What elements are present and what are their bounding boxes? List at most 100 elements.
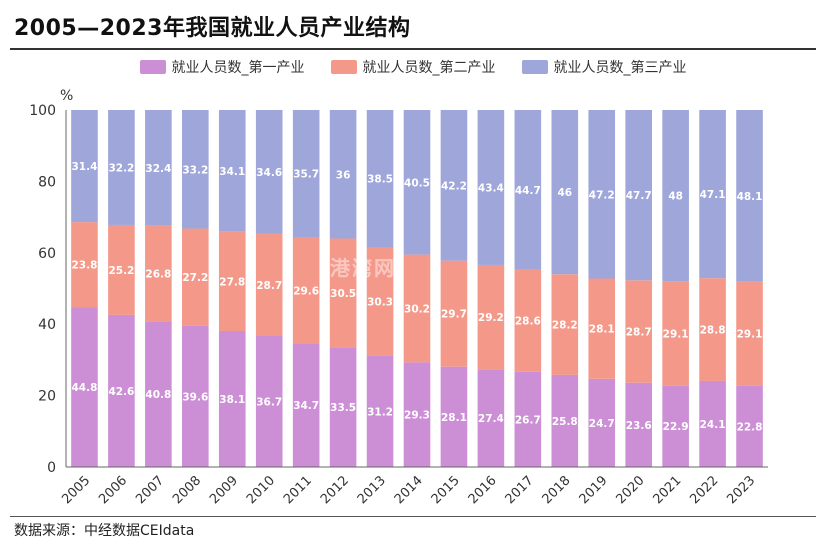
data-label: 30.2 [404,303,430,315]
legend-label-tertiary: 就业人员数_第三产业 [553,60,687,76]
bar-segment [514,110,542,270]
x-tick-label: 2011 [281,473,315,507]
bar-segment [662,281,689,386]
x-tick-label: 2020 [614,473,648,507]
data-label: 34.6 [256,167,282,179]
footer-divider [10,516,816,517]
bar-segment [699,380,726,467]
legend-item-secondary: 就业人员数_第二产业 [330,57,496,77]
y-tick-label: 80 [38,174,56,190]
bar-segment [218,231,246,331]
legend-swatch-tertiary [521,60,548,74]
data-label: 38.1 [219,394,245,406]
legend-item-tertiary: 就业人员数_第三产业 [521,57,687,77]
bar-segment [292,343,320,467]
bar-segment [440,366,468,467]
bar-segment [182,228,209,326]
bar-segment [403,254,431,363]
bar-segment [255,335,283,467]
data-label: 22.9 [663,421,689,433]
data-label: 26.7 [515,414,541,426]
bar-segment [514,371,542,467]
bar-segment [218,110,246,232]
data-label: 27.2 [182,272,208,284]
data-label: 29.6 [293,285,319,297]
bar-segment [145,110,172,226]
x-tick-label: 2010 [244,473,278,507]
data-label: 28.7 [256,280,282,292]
bar-segment [551,274,579,375]
x-tick-label: 2023 [724,473,758,507]
bar-segment [403,110,431,255]
data-label: 28.2 [552,320,578,332]
data-label: 32.4 [145,163,171,175]
data-label: 31.4 [72,161,98,173]
data-label: 29.7 [441,309,467,321]
bar-segment [292,237,320,344]
data-label: 33.2 [182,164,208,176]
data-label: 40.5 [404,177,430,189]
x-tick-label: 2014 [392,473,426,507]
data-label: 28.8 [700,325,726,337]
bar-segment [625,110,652,281]
bar-segment [588,378,616,467]
bar-segment [108,110,135,225]
bar-segment [699,278,726,381]
data-label: 25.2 [108,265,134,277]
bar-segment [255,110,283,234]
y-tick-label: 40 [38,317,56,333]
x-tick-label: 2015 [429,473,463,507]
bar-segment [71,222,98,308]
x-tick-label: 2007 [133,473,167,507]
bar-segment [71,110,98,223]
bar-segment [625,382,652,467]
bar-segment [440,260,468,367]
bar-segment [477,110,505,265]
bar-segment [108,314,135,467]
bar-segment [292,110,320,238]
data-label: 29.1 [737,329,763,341]
data-label: 48 [668,191,683,203]
bar-segment [736,281,763,386]
data-label: 43.4 [478,182,504,194]
bar-segment [736,110,763,282]
bar-segment [477,369,505,467]
x-tick-label: 2022 [687,473,721,507]
data-label: 32.2 [108,162,134,174]
data-label: 38.5 [367,174,393,186]
data-label: 23.6 [626,420,652,432]
data-label: 29.2 [478,312,504,324]
x-tick-label: 2012 [318,473,352,507]
x-tick-label: 2018 [540,473,574,507]
bar-segment [477,264,505,370]
bar-segment [588,278,616,379]
x-tick-label: 2008 [170,473,204,507]
bar-segment [588,110,616,279]
data-label: 34.7 [293,400,319,412]
data-label: 42.2 [441,180,467,192]
bar-segment [366,247,394,356]
bar-segment [108,224,135,315]
data-label: 28.1 [441,412,467,424]
x-tick-label: 2021 [650,473,684,507]
y-tick-label: 60 [38,246,56,262]
y-tick-label: 0 [47,460,56,476]
data-label: 34.1 [219,166,245,178]
data-label: 48.1 [737,191,763,203]
y-axis-unit: % [60,88,73,104]
x-tick-label: 2019 [577,473,611,507]
data-label: 29.3 [404,410,430,422]
bar-segment [329,347,357,467]
data-label: 44.8 [72,382,98,394]
watermark: 港湾网 [330,256,396,280]
bar-segment [255,233,283,336]
data-label: 24.7 [589,418,615,430]
data-label: 44.7 [515,185,541,197]
data-label: 30.5 [330,288,356,300]
legend-label-secondary: 就业人员数_第二产业 [362,60,496,76]
bar-segment [551,374,579,467]
data-label: 30.3 [367,297,393,309]
source-note: 数据来源：中经数据CEIdata [14,523,195,539]
data-label: 47.2 [589,189,615,201]
